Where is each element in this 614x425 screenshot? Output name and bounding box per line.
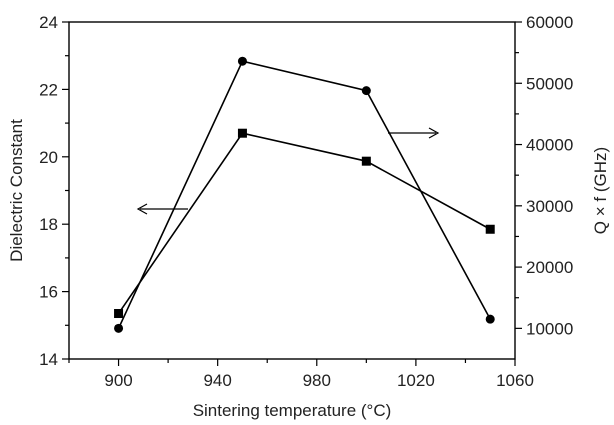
x-tick-label: 940 [203, 371, 231, 390]
data-point-circle [237, 56, 247, 66]
y2-tick-label: 30000 [526, 197, 573, 216]
y-tick-label: 18 [39, 215, 58, 234]
data-point-square [114, 309, 124, 319]
y2-tick-label: 60000 [526, 13, 573, 32]
y-axis-label: Dielectric Constant [7, 119, 26, 262]
y-tick-label: 16 [39, 283, 58, 302]
y-tick-label: 20 [39, 148, 58, 167]
series-line-1 [117, 60, 491, 329]
x-tick-label: 1060 [496, 371, 534, 390]
y-tick-label: 24 [39, 13, 58, 32]
data-point-circle [114, 323, 124, 333]
annotation-arrows [136, 127, 440, 215]
arrow-left-head [136, 203, 148, 215]
y2-axis-label: Q × f (GHz) [591, 147, 610, 234]
series-line-0 [117, 132, 491, 314]
data-point-circle [361, 86, 371, 96]
x-tick-label: 900 [104, 371, 132, 390]
data-point-circle [485, 314, 495, 324]
y2-tick-label: 10000 [526, 319, 573, 338]
y-tick-label: 14 [39, 350, 58, 369]
y-tick-label: 22 [39, 80, 58, 99]
axis-ticks: 900 940 980 1020 1060 14 16 18 20 22 24 10000 20000 3… [39, 13, 573, 390]
arrow-right-head [428, 127, 440, 139]
x-tick-label: 980 [303, 371, 331, 390]
data-point-square [237, 128, 247, 138]
x-axis-label: Sintering temperature (°C) [193, 401, 392, 420]
y2-tick-label: 40000 [526, 136, 573, 155]
data-point-square [485, 224, 495, 234]
y2-tick-label: 50000 [526, 74, 573, 93]
y2-tick-label: 20000 [526, 258, 573, 277]
x-tick-label: 1020 [397, 371, 435, 390]
series-group [114, 56, 495, 333]
data-point-square [361, 156, 371, 166]
